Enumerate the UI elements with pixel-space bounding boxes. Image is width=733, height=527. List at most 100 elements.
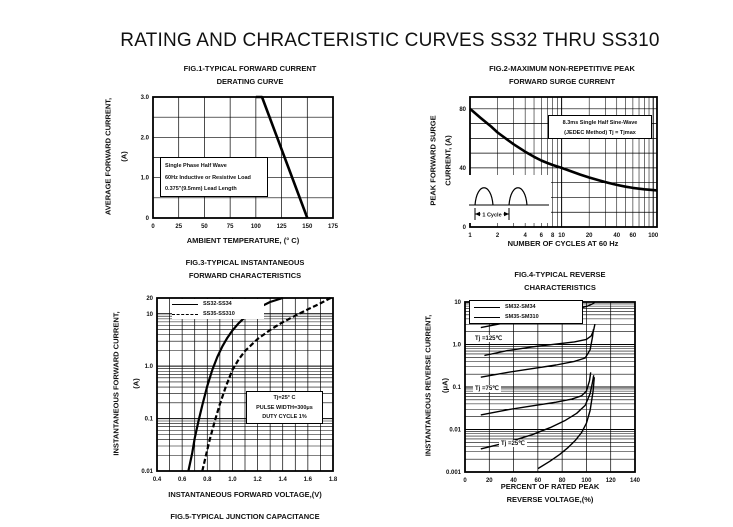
svg-text:6: 6 bbox=[540, 233, 544, 239]
svg-text:140: 140 bbox=[630, 478, 641, 484]
legend-label: SM32-SM34 bbox=[505, 304, 536, 310]
svg-text:60: 60 bbox=[535, 478, 542, 484]
svg-text:100: 100 bbox=[251, 224, 262, 230]
fig4-x-axis-title-line2: REVERSE VOLTAGE,(%) bbox=[506, 495, 594, 504]
fig2-x-axis-title: NUMBER OF CYCLES AT 60 Hz bbox=[507, 239, 619, 248]
svg-text:80: 80 bbox=[459, 107, 466, 113]
svg-text:40: 40 bbox=[459, 166, 466, 172]
legend-item: SM35-SM310 bbox=[474, 312, 578, 322]
fig3-forward-characteristics-chart: 0.4 0.6 0.8 1.0 1.2 1.4 1.6 1.8 0.01 0.1 1.0 10 20 bbox=[141, 296, 338, 483]
fig3-note-line1: Tj=25° C bbox=[273, 395, 296, 401]
svg-text:0: 0 bbox=[146, 216, 150, 222]
fig4-reverse-characteristics-chart: 0 20 40 60 80 100 120 140 0.001 0.01 0.1 1.0 10 bbox=[446, 300, 641, 484]
fig2-note-line2: (JEDEC Method) Tj = Tjmax bbox=[564, 130, 636, 136]
svg-text:25: 25 bbox=[175, 224, 182, 230]
legend-label: SS32-SS34 bbox=[203, 301, 232, 307]
svg-text:40: 40 bbox=[510, 478, 517, 484]
svg-text:1.8: 1.8 bbox=[329, 477, 338, 483]
svg-text:100: 100 bbox=[581, 478, 592, 484]
svg-text:10: 10 bbox=[454, 300, 461, 306]
fig2-title-line2: FORWARD SURGE CURRENT bbox=[508, 77, 616, 86]
svg-text:120: 120 bbox=[606, 478, 617, 484]
svg-text:1.0: 1.0 bbox=[453, 343, 462, 349]
fig3-x-axis-title: INSTANTANEOUS FORWARD VOLTAGE,(V) bbox=[168, 490, 322, 499]
svg-text:2: 2 bbox=[496, 233, 500, 239]
svg-text:20: 20 bbox=[486, 478, 493, 484]
svg-text:0.8: 0.8 bbox=[203, 477, 212, 483]
svg-text:1: 1 bbox=[468, 233, 472, 239]
sine-wave-inset-icon: 1 Cycle bbox=[467, 175, 551, 223]
svg-text:75: 75 bbox=[227, 224, 234, 230]
svg-text:20: 20 bbox=[146, 296, 153, 302]
legend-item: SM32-SM34 bbox=[474, 302, 578, 312]
svg-text:2.0: 2.0 bbox=[141, 135, 150, 141]
svg-text:175: 175 bbox=[328, 224, 339, 230]
fig5-title: FIG.5-TYPICAL JUNCTION CAPACITANCE bbox=[170, 512, 320, 521]
svg-text:0: 0 bbox=[151, 224, 155, 230]
inset-cycle-label: 1 Cycle bbox=[482, 213, 501, 219]
svg-text:125: 125 bbox=[277, 224, 288, 230]
svg-text:0: 0 bbox=[463, 225, 467, 231]
page-title: RATING AND CHRACTERISTIC CURVES SS32 THR… bbox=[120, 30, 660, 51]
fig1-note-line1: Single Phase Half Wave bbox=[165, 163, 227, 169]
fig2-note-line1: 8.3ms Single Half Sine-Wave bbox=[562, 120, 638, 126]
svg-text:0.1: 0.1 bbox=[145, 417, 154, 423]
svg-text:0.01: 0.01 bbox=[449, 428, 461, 434]
svg-text:0.4: 0.4 bbox=[153, 477, 162, 483]
fig1-note-line3: 0.375"(9.5mm) Lead Length bbox=[165, 186, 237, 192]
fig4-temp-label-25c: Tj =25℃ bbox=[499, 440, 527, 447]
svg-text:1.2: 1.2 bbox=[253, 477, 262, 483]
solid-line-swatch-icon bbox=[474, 306, 500, 308]
svg-text:0: 0 bbox=[463, 478, 467, 484]
svg-text:1.4: 1.4 bbox=[279, 477, 288, 483]
svg-text:0.1: 0.1 bbox=[453, 385, 462, 391]
fig4-temp-label-125c: Tj =125℃ bbox=[473, 335, 505, 342]
fig1-conditions-note: Single Phase Half Wave 60Hz Inductive or… bbox=[160, 157, 268, 197]
svg-text:60: 60 bbox=[630, 233, 637, 239]
fig4-temp-label-75c: Tj =75℃ bbox=[473, 385, 501, 392]
svg-text:1.0: 1.0 bbox=[228, 477, 237, 483]
svg-text:1.6: 1.6 bbox=[304, 477, 313, 483]
svg-text:1.0: 1.0 bbox=[145, 364, 154, 370]
svg-text:100: 100 bbox=[648, 233, 659, 239]
legend-label: SS35-SS310 bbox=[203, 311, 235, 317]
fig2-title-line1: FIG.2-MAXIMUM NON-REPETITIVE PEAK bbox=[489, 64, 635, 73]
svg-text:10: 10 bbox=[558, 233, 565, 239]
fig3-note-line3: DUTY CYCLE 1% bbox=[262, 414, 307, 420]
fig3-legend: SS32-SS34 SS35-SS310 bbox=[172, 299, 264, 319]
legend-label: SM35-SM310 bbox=[505, 314, 539, 320]
fig3-conditions-note: Tj=25° C PULSE WIDTH=300μs DUTY CYCLE 1% bbox=[246, 391, 323, 424]
solid-line-swatch-icon bbox=[474, 316, 500, 318]
svg-text:80: 80 bbox=[559, 478, 566, 484]
svg-text:10: 10 bbox=[146, 312, 153, 318]
fig1-title-line1: FIG.1-TYPICAL FORWARD CURRENT bbox=[183, 64, 317, 73]
svg-text:50: 50 bbox=[201, 224, 208, 230]
fig1-x-axis-title: AMBIENT TEMPERATURE, (° C) bbox=[186, 236, 300, 245]
fig3-title-line1: FIG.3-TYPICAL INSTANTANEOUS bbox=[185, 258, 305, 267]
svg-text:4: 4 bbox=[523, 233, 527, 239]
fig1-note-line2: 60Hz Inductive or Resistive Load bbox=[165, 174, 251, 181]
fig4-title-line2: CHARACTERISTICS bbox=[524, 283, 596, 292]
fig4-y-axis-title: INSTANTANEOUS REVERSE CURRENT, bbox=[423, 314, 433, 457]
svg-text:8: 8 bbox=[551, 233, 555, 239]
legend-item: SS35-SS310 bbox=[172, 309, 264, 319]
svg-text:3.0: 3.0 bbox=[141, 95, 150, 101]
svg-text:1.0: 1.0 bbox=[141, 176, 150, 182]
svg-text:20: 20 bbox=[586, 233, 593, 239]
fig4-x-axis-title-line1: PERCENT OF RATED PEAK bbox=[500, 482, 600, 491]
legend-item: SS32-SS34 bbox=[172, 299, 264, 309]
fig4-legend: SM32-SM34 SM35-SM310 bbox=[469, 300, 583, 324]
svg-text:40: 40 bbox=[613, 233, 620, 239]
fig3-note-line2: PULSE WIDTH=300μs bbox=[256, 404, 313, 411]
fig1-title-line2: DERATING CURVE bbox=[216, 77, 284, 86]
svg-text:150: 150 bbox=[302, 224, 313, 230]
fig2-y-axis-title: PEAK FORWARD SURGE bbox=[428, 115, 438, 206]
fig2-conditions-note: 8.3ms Single Half Sine-Wave (JEDEC Metho… bbox=[548, 115, 652, 139]
fig4-title-line1: FIG.4-TYPICAL REVERSE bbox=[514, 270, 606, 279]
fig3-title-line2: FORWARD CHARACTERISTICS bbox=[188, 271, 302, 280]
svg-text:0.01: 0.01 bbox=[141, 469, 153, 475]
svg-text:0.6: 0.6 bbox=[178, 477, 187, 483]
fig1-y-axis-title: AVERAGE FORWARD CURRENT, bbox=[103, 97, 113, 216]
svg-text:0.001: 0.001 bbox=[446, 470, 462, 476]
